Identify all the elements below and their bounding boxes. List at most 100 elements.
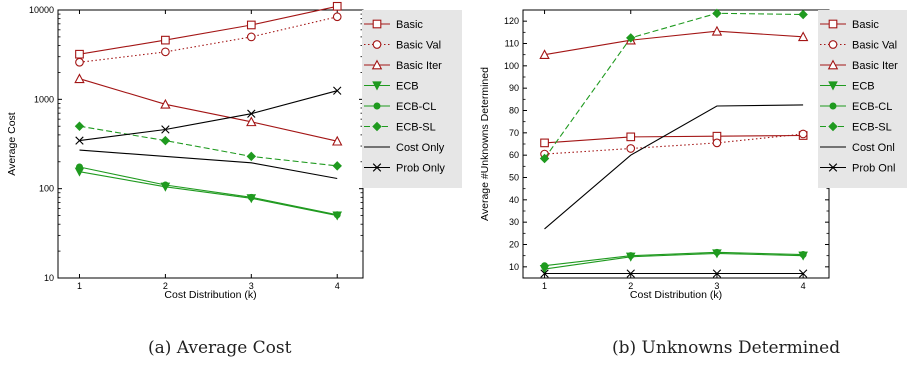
legend-label-basic-iter: Basic Iter bbox=[396, 60, 442, 72]
series-line-basic bbox=[544, 134, 804, 144]
data-point-ecb-cl bbox=[541, 262, 549, 270]
series-line-basic-iter bbox=[79, 78, 338, 142]
data-point-basic-iter bbox=[711, 25, 723, 36]
data-point-basic bbox=[626, 132, 636, 142]
legend-marker-ecb bbox=[828, 81, 838, 91]
legend-label-prob-only: Prob Onl bbox=[852, 163, 895, 175]
legend-label-ecb-sl: ECB-SL bbox=[852, 122, 892, 134]
data-point-basic bbox=[246, 20, 256, 30]
data-point-basic-iter bbox=[539, 49, 550, 60]
data-point-basic bbox=[161, 35, 170, 45]
data-point-prob-only bbox=[712, 269, 722, 278]
y-tick-label: 20 bbox=[509, 240, 519, 250]
x-tick-label: 2 bbox=[163, 281, 168, 291]
legend-marker-ecb-cl bbox=[829, 102, 837, 110]
y-tick-label: 90 bbox=[509, 83, 519, 93]
data-point-basic-iter bbox=[332, 135, 343, 146]
data-point-basic-val bbox=[626, 144, 636, 153]
data-point-prob-only bbox=[626, 269, 635, 278]
x-tick-label: 3 bbox=[249, 281, 254, 291]
data-point-ecb-sl bbox=[539, 153, 550, 164]
data-point-ecb-sl bbox=[74, 121, 85, 131]
x-tick-label: 3 bbox=[714, 281, 719, 291]
series-line-cost-only bbox=[544, 104, 804, 230]
data-point-basic-iter bbox=[797, 31, 809, 42]
data-point-prob-only bbox=[75, 136, 84, 145]
y-tick-label: 60 bbox=[509, 150, 519, 160]
legend-average-cost-chart: Basic Basic Val Basic Iter ECB ECB-CL ECB-SL C… bbox=[362, 10, 462, 188]
legend-marker-prob-only bbox=[372, 163, 382, 172]
data-point-ecb-cl bbox=[75, 163, 83, 171]
series-basic-val bbox=[540, 129, 808, 159]
data-point-ecb-cl bbox=[627, 252, 635, 260]
legend-label-basic-val: Basic Val bbox=[852, 40, 897, 52]
legend-label-ecb-cl: ECB-CL bbox=[396, 101, 436, 113]
series-cost-only bbox=[544, 104, 804, 230]
legend-marker-ecb-cl bbox=[373, 102, 381, 110]
data-point-prob-only bbox=[540, 269, 549, 278]
y-tick-label: 100 bbox=[39, 184, 54, 194]
y-tick-label: 10 bbox=[509, 262, 519, 272]
series-basic bbox=[75, 1, 342, 59]
data-point-prob-only bbox=[161, 125, 170, 134]
legend-box bbox=[818, 10, 907, 188]
data-point-basic-val bbox=[246, 32, 256, 42]
series-basic bbox=[540, 131, 808, 148]
data-point-ecb-cl bbox=[333, 211, 341, 219]
data-point-ecb-sl bbox=[712, 8, 722, 19]
series-ecb-sl bbox=[539, 8, 808, 164]
series-line-ecb-cl bbox=[79, 166, 338, 216]
data-point-basic-val bbox=[161, 47, 170, 57]
series-prob-only bbox=[540, 269, 808, 278]
y-tick-label: 120 bbox=[504, 16, 519, 26]
legend-marker-basic bbox=[828, 19, 838, 29]
series-ecb bbox=[74, 167, 343, 221]
series-basic-val bbox=[75, 12, 342, 67]
y-axis-title: Average #Unknowns Determined bbox=[479, 67, 491, 221]
caption-unknowns-determined: (b) Unknowns Determined bbox=[612, 338, 841, 358]
series-ecb-cl bbox=[75, 163, 341, 219]
series-line-basic-val bbox=[79, 16, 338, 63]
legend-label-ecb-cl: ECB-CL bbox=[852, 101, 892, 113]
y-tick-label: 10 bbox=[44, 273, 54, 283]
series-line-ecb-sl bbox=[79, 125, 338, 167]
data-point-ecb-sl bbox=[798, 9, 808, 20]
data-point-ecb-sl bbox=[160, 135, 171, 146]
legend-marker-basic-val bbox=[828, 40, 838, 49]
legend-box bbox=[362, 10, 462, 188]
legend-marker-prob-only bbox=[828, 163, 838, 172]
data-point-basic-val bbox=[712, 138, 722, 148]
legend-label-basic-iter: Basic Iter bbox=[852, 60, 898, 72]
series-line-prob-only bbox=[79, 90, 338, 142]
x-tick-label: 1 bbox=[542, 281, 547, 291]
legend-label-ecb: ECB bbox=[852, 81, 875, 93]
x-axis-title: Cost Distribution (k) bbox=[164, 289, 256, 301]
y-tick-label: 100 bbox=[504, 61, 519, 71]
data-point-ecb-sl bbox=[626, 33, 636, 43]
caption-average-cost: (a) Average Cost bbox=[148, 338, 292, 358]
legend-marker-basic-val bbox=[372, 40, 382, 49]
data-point-ecb-cl bbox=[161, 181, 169, 189]
legend-label-basic: Basic bbox=[852, 19, 879, 31]
series-line-ecb-sl bbox=[544, 12, 804, 159]
data-point-basic bbox=[332, 1, 342, 11]
series-line-cost-only bbox=[79, 149, 338, 180]
data-point-basic-val bbox=[798, 129, 808, 139]
legend-label-basic: Basic bbox=[396, 19, 423, 31]
legend-marker-basic-iter bbox=[371, 59, 383, 70]
legend-label-cost-only: Cost Onl bbox=[852, 142, 895, 154]
series-line-basic-val bbox=[544, 133, 804, 155]
y-tick-label: 1000 bbox=[34, 94, 54, 104]
series-cost-only bbox=[79, 149, 338, 180]
data-point-basic bbox=[540, 138, 549, 148]
legend-label-basic-val: Basic Val bbox=[396, 40, 441, 52]
x-axis-title: Cost Distribution (k) bbox=[630, 289, 722, 301]
series-basic-iter bbox=[539, 25, 809, 60]
legend-label-cost-only: Cost Only bbox=[396, 142, 445, 154]
x-tick-label: 4 bbox=[335, 281, 340, 291]
series-line-ecb-cl bbox=[544, 251, 804, 267]
data-point-basic-iter bbox=[160, 98, 171, 109]
series-line-basic bbox=[79, 5, 338, 55]
data-point-ecb-cl bbox=[799, 251, 807, 259]
